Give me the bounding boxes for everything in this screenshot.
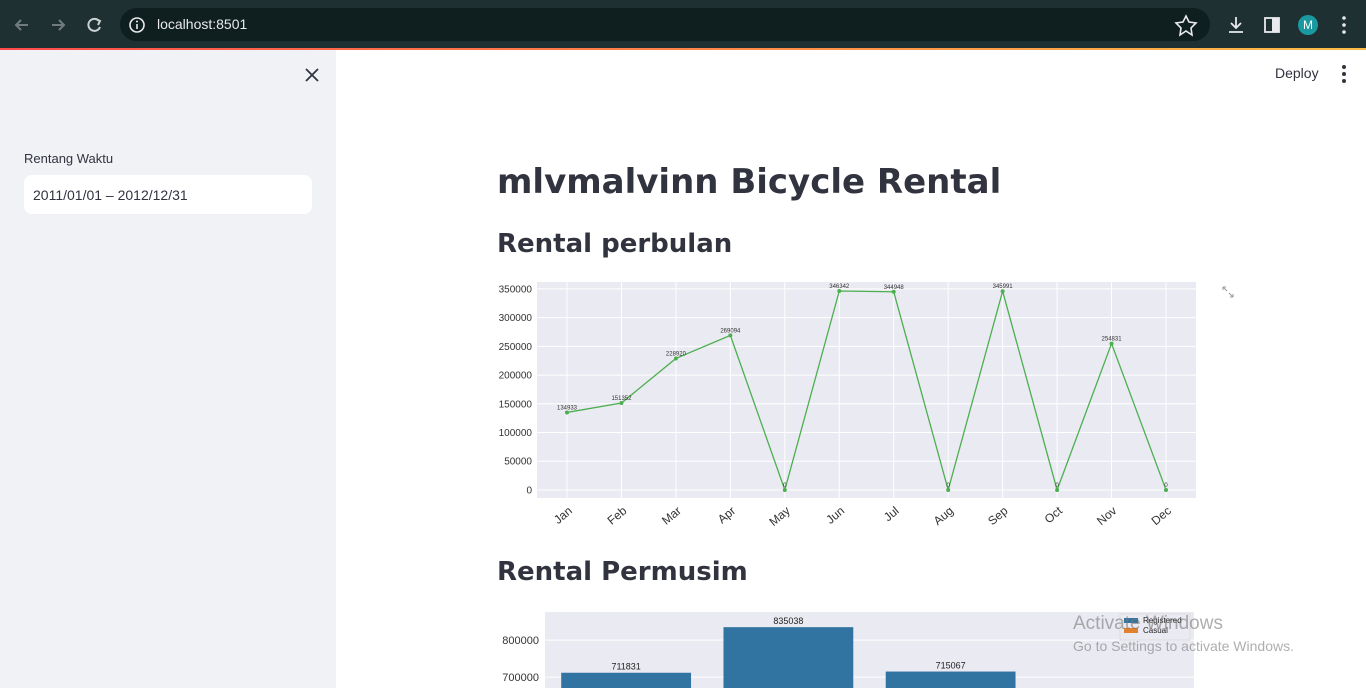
x-tick-label: Jul xyxy=(881,504,902,525)
x-tick-label: May xyxy=(766,504,792,529)
legend-label: Registered xyxy=(1143,616,1182,625)
data-label: 0 xyxy=(1055,483,1059,489)
site-info-icon[interactable] xyxy=(128,16,146,34)
data-point xyxy=(891,289,896,294)
section-heading: Rental perbulan xyxy=(497,229,733,259)
browser-actions[interactable]: M xyxy=(1170,10,1366,40)
data-label: 715067 xyxy=(936,661,966,671)
bar xyxy=(885,671,1016,688)
x-tick-label: Oct xyxy=(1042,503,1066,526)
date-range: 2011/01/01 – 2012/12/31 xyxy=(33,187,188,203)
data-label: 346342 xyxy=(829,284,850,290)
header-stripe xyxy=(0,48,1366,50)
nav-buttons[interactable] xyxy=(0,0,120,48)
x-tick-label: Sep xyxy=(985,503,1011,528)
y-tick-label: 800000 xyxy=(502,635,539,647)
plot-area xyxy=(537,282,1196,498)
y-tick-label: 150000 xyxy=(499,399,533,410)
watermark: Activate Windows xyxy=(1073,613,1223,634)
y-tick-label: 0 xyxy=(526,485,532,496)
data-label: 254831 xyxy=(1102,337,1123,343)
y-tick-label: 250000 xyxy=(499,342,533,353)
y-tick-label: 350000 xyxy=(499,284,533,295)
close-sidebar[interactable] xyxy=(302,65,322,85)
data-point xyxy=(728,333,733,338)
page-title: mlvmalvinn Bicycle Rental xyxy=(497,162,1002,202)
data-line xyxy=(566,288,1167,493)
legend-swatch xyxy=(1124,618,1138,623)
data-point xyxy=(1164,487,1168,492)
main-menu[interactable] xyxy=(1336,63,1352,85)
sidebar xyxy=(0,50,336,688)
data-point xyxy=(1000,289,1005,294)
data-label: 134933 xyxy=(557,405,578,411)
fullscreen-icon[interactable] xyxy=(1222,286,1234,298)
y-tick-label: 50000 xyxy=(504,457,532,468)
watermark: Go to Settings to activate Windows. xyxy=(1073,638,1294,654)
address-bar[interactable] xyxy=(120,8,1210,41)
legend-swatch xyxy=(1124,628,1138,633)
date-label: Rentang Waktu xyxy=(24,151,114,166)
data-label: 228920 xyxy=(666,351,687,357)
data-point xyxy=(673,356,678,361)
data-label: 835038 xyxy=(773,616,803,626)
data-point xyxy=(1055,487,1060,492)
bar xyxy=(561,672,692,688)
data-point xyxy=(565,410,569,415)
x-tick-label: Jan xyxy=(551,504,575,527)
data-point xyxy=(837,288,842,293)
data-point xyxy=(782,487,787,492)
data-label: 344948 xyxy=(884,285,905,291)
bar xyxy=(723,627,854,688)
data-label: 0 xyxy=(947,483,951,489)
x-tick-label: Mar xyxy=(659,504,684,528)
y-tick-label: 700000 xyxy=(502,672,539,684)
data-label: 0 xyxy=(1164,483,1168,489)
x-tick-label: Aug xyxy=(931,504,956,528)
data-point xyxy=(946,487,951,492)
data-point xyxy=(1109,341,1114,346)
date-input[interactable] xyxy=(24,175,312,214)
y-tick-label: 300000 xyxy=(499,313,533,324)
deploy-button[interactable]: Deploy xyxy=(1275,65,1319,81)
x-tick-label: Nov xyxy=(1094,504,1119,528)
section-heading: Rental Permusim xyxy=(497,557,748,587)
svg-text:M: M xyxy=(1303,18,1313,32)
y-tick-label: 200000 xyxy=(499,371,533,382)
line-chart: 0 50000 100000 150000 200000 250000 300000 3500… xyxy=(499,282,1196,529)
data-label: 0 xyxy=(783,483,787,489)
data-label: 711831 xyxy=(611,662,640,672)
data-point xyxy=(619,401,624,406)
bar-chart: 700000 800000 711831 835038 715067 Registered… xyxy=(502,612,1194,688)
url: localhost:8501 xyxy=(157,16,248,32)
data-label: 151352 xyxy=(611,396,632,402)
x-tick-label: Apr xyxy=(715,504,738,527)
legend-label: Casual xyxy=(1143,626,1168,635)
data-label: 269094 xyxy=(720,328,741,334)
x-tick-label: Dec xyxy=(1149,504,1174,528)
data-label: 345991 xyxy=(993,284,1014,290)
bar-chart-container: 700000 800000 711831 835038 715067 Registered… xyxy=(497,608,1207,688)
x-tick-label: Feb xyxy=(605,503,630,527)
x-tick-label: Jun xyxy=(823,504,847,527)
y-tick-label: 100000 xyxy=(499,428,533,439)
